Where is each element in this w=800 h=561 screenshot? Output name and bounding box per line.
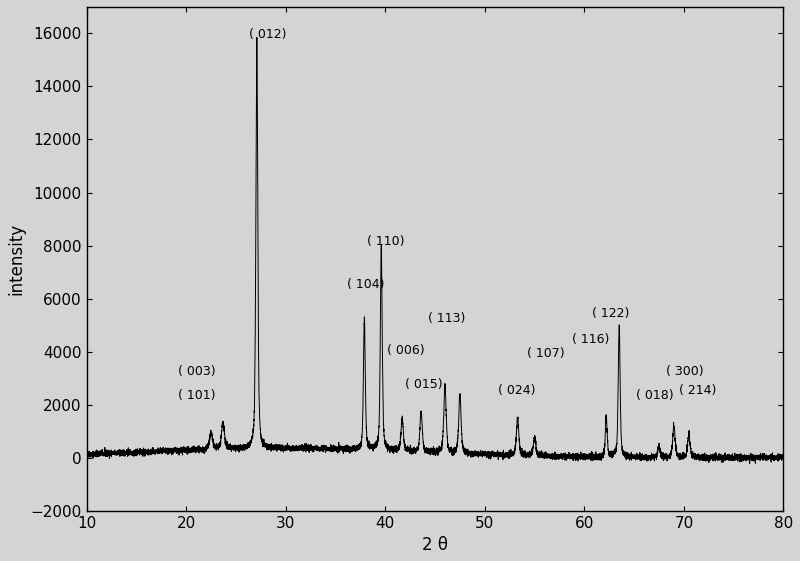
Text: ( 006): ( 006) (387, 344, 425, 357)
Text: ( 101): ( 101) (178, 389, 216, 402)
Text: ( 116): ( 116) (572, 333, 610, 346)
Text: ( 122): ( 122) (592, 307, 630, 320)
Text: ( 024): ( 024) (498, 384, 535, 397)
Text: ( 003): ( 003) (178, 365, 216, 378)
Text: ( 012): ( 012) (249, 29, 286, 42)
Y-axis label: intensity: intensity (7, 223, 25, 295)
Text: ( 018): ( 018) (636, 389, 674, 402)
Text: ( 113): ( 113) (428, 312, 466, 325)
Text: ( 015): ( 015) (405, 378, 442, 392)
Text: ( 214): ( 214) (679, 384, 716, 397)
Text: ( 300): ( 300) (666, 365, 703, 378)
Text: ( 104): ( 104) (347, 278, 385, 291)
X-axis label: 2 θ: 2 θ (422, 536, 448, 554)
Text: ( 110): ( 110) (367, 235, 405, 248)
Text: ( 107): ( 107) (526, 347, 564, 360)
